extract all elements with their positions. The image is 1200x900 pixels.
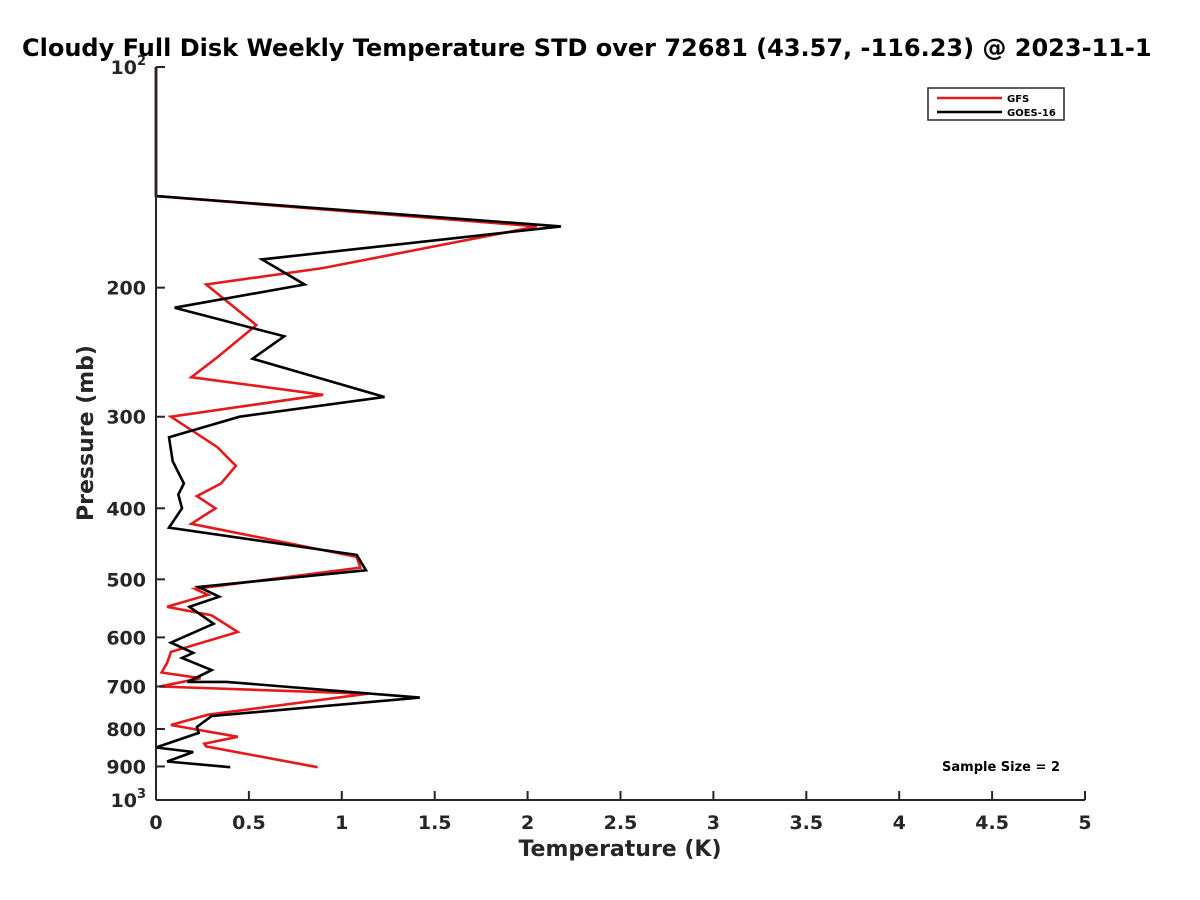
- y-tick-label: 400: [106, 498, 146, 520]
- x-tick-label: 2: [521, 812, 534, 834]
- series-layer: [154, 67, 562, 769]
- series-line-gfs: [154, 67, 538, 769]
- x-tick-label: 4: [893, 812, 906, 834]
- series-line-goes-16: [154, 67, 562, 769]
- legend-label-gfs: GFS: [1007, 94, 1029, 105]
- plot-area: 0 0.5 1 1.5 2 2.5 3 3.5 4 4.5 5 102 200 300 400 500 600…: [106, 54, 1091, 834]
- x-tick-label: 4.5: [975, 812, 1009, 834]
- chart-title: Cloudy Full Disk Weekly Temperature STD …: [22, 34, 1152, 62]
- legend-box: [927, 87, 1065, 121]
- x-axis-ticks: 0 0.5 1 1.5 2 2.5 3 3.5 4 4.5 5: [149, 791, 1092, 834]
- y-tick-label: 200: [106, 278, 146, 300]
- legend: GFS GOES-16: [927, 87, 1065, 121]
- x-axis-label: Temperature (K): [518, 837, 721, 862]
- x-tick-label: 0.5: [232, 812, 266, 834]
- y-tick-label: 102: [111, 54, 147, 79]
- x-tick-label: 3.5: [789, 812, 823, 834]
- y-tick-label: 900: [106, 756, 146, 778]
- y-axis-ticks: 102 200 300 400 500 600 700 800 900 103: [106, 54, 165, 812]
- x-tick-label: 2.5: [604, 812, 638, 834]
- x-tick-label: 1.5: [418, 812, 452, 834]
- y-tick-label: 103: [111, 787, 147, 812]
- x-tick-label: 0: [149, 812, 162, 834]
- sample-size-annotation: Sample Size = 2: [942, 760, 1060, 775]
- y-tick-label: 300: [106, 407, 146, 429]
- x-tick-label: 5: [1078, 812, 1091, 834]
- legend-label-goes-16: GOES-16: [1007, 108, 1056, 119]
- y-tick-label: 800: [106, 719, 146, 741]
- x-tick-label: 3: [707, 812, 720, 834]
- y-axis-label: Pressure (mb): [74, 345, 99, 521]
- y-tick-label: 700: [106, 676, 146, 698]
- x-tick-label: 1: [335, 812, 348, 834]
- y-tick-label: 600: [106, 627, 146, 649]
- y-tick-label: 500: [106, 569, 146, 591]
